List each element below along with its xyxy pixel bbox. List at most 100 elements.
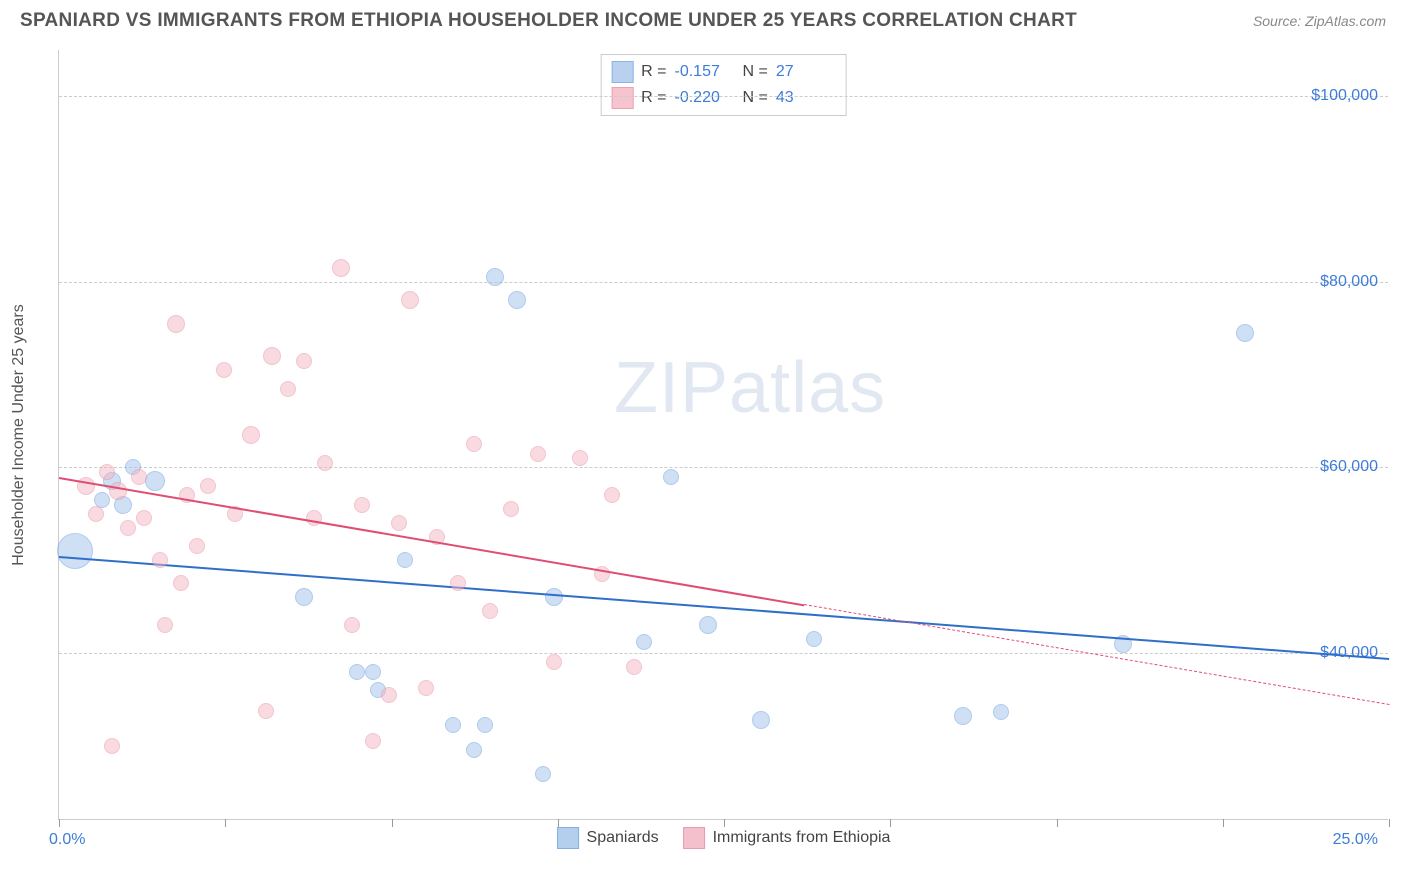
scatter-point-spaniards: [752, 711, 770, 729]
scatter-point-ethiopia: [332, 259, 350, 277]
scatter-point-ethiopia: [482, 603, 498, 619]
x-tick: [558, 819, 559, 827]
scatter-point-ethiopia: [391, 515, 407, 531]
y-tick-label: $80,000: [1320, 273, 1378, 291]
scatter-point-spaniards: [145, 471, 165, 491]
legend-item-ethiopia: Immigrants from Ethiopia: [683, 827, 891, 849]
n-value: 27: [776, 63, 836, 81]
y-tick-label: $100,000: [1311, 87, 1378, 105]
scatter-point-ethiopia: [189, 538, 205, 554]
scatter-point-ethiopia: [450, 575, 466, 591]
scatter-point-ethiopia: [344, 617, 360, 633]
scatter-point-ethiopia: [466, 436, 482, 452]
scatter-point-ethiopia: [152, 552, 168, 568]
y-axis-title: Householder Income Under 25 years: [10, 304, 28, 565]
series-legend: Spaniards Immigrants from Ethiopia: [557, 827, 891, 849]
scatter-point-ethiopia: [572, 450, 588, 466]
scatter-point-ethiopia: [167, 315, 185, 333]
scatter-point-spaniards: [466, 742, 482, 758]
chart-plot-area: ZIPatlas Householder Income Under 25 yea…: [58, 50, 1388, 820]
scatter-point-ethiopia: [546, 654, 562, 670]
legend-row-ethiopia: R = -0.220 N = 43: [611, 85, 836, 111]
scatter-point-spaniards: [636, 634, 652, 650]
scatter-point-ethiopia: [354, 497, 370, 513]
x-tick: [392, 819, 393, 827]
scatter-point-spaniards: [397, 552, 413, 568]
scatter-point-ethiopia: [120, 520, 136, 536]
scatter-point-ethiopia: [99, 464, 115, 480]
x-tick: [1057, 819, 1058, 827]
scatter-point-ethiopia: [258, 703, 274, 719]
scatter-point-ethiopia: [131, 469, 147, 485]
n-label: N =: [743, 63, 768, 81]
legend-swatch-icon: [611, 61, 633, 83]
trend-line-ethiopia: [804, 604, 1389, 705]
grid-line: [59, 467, 1388, 468]
scatter-point-ethiopia: [242, 426, 260, 444]
scatter-point-spaniards: [954, 707, 972, 725]
r-value: -0.157: [675, 63, 735, 81]
scatter-point-spaniards: [993, 704, 1009, 720]
legend-swatch-icon: [683, 827, 705, 849]
scatter-point-ethiopia: [418, 680, 434, 696]
legend-label: Spaniards: [587, 829, 659, 847]
r-label: R =: [641, 89, 666, 107]
chart-title: SPANIARD VS IMMIGRANTS FROM ETHIOPIA HOU…: [20, 10, 1077, 32]
r-value: -0.220: [675, 89, 735, 107]
scatter-point-spaniards: [699, 616, 717, 634]
scatter-point-ethiopia: [200, 478, 216, 494]
legend-row-spaniards: R = -0.157 N = 27: [611, 59, 836, 85]
x-tick: [1389, 819, 1390, 827]
scatter-point-ethiopia: [157, 617, 173, 633]
scatter-point-spaniards: [663, 469, 679, 485]
r-label: R =: [641, 63, 666, 81]
legend-item-spaniards: Spaniards: [557, 827, 659, 849]
grid-line: [59, 282, 1388, 283]
source-label: Source: ZipAtlas.com: [1253, 13, 1386, 29]
scatter-point-ethiopia: [381, 687, 397, 703]
scatter-point-ethiopia: [88, 506, 104, 522]
scatter-point-ethiopia: [173, 575, 189, 591]
scatter-point-spaniards: [477, 717, 493, 733]
x-tick: [724, 819, 725, 827]
trend-line-spaniards: [59, 556, 1389, 660]
scatter-point-ethiopia: [109, 482, 127, 500]
scatter-point-spaniards: [545, 588, 563, 606]
x-tick: [1223, 819, 1224, 827]
x-axis-min-label: 0.0%: [49, 831, 85, 849]
scatter-point-spaniards: [57, 533, 93, 569]
scatter-point-ethiopia: [604, 487, 620, 503]
watermark: ZIPatlas: [614, 347, 886, 429]
scatter-point-ethiopia: [104, 738, 120, 754]
correlation-legend: R = -0.157 N = 27 R = -0.220 N = 43: [600, 54, 847, 116]
scatter-point-spaniards: [535, 766, 551, 782]
scatter-point-spaniards: [486, 268, 504, 286]
x-tick: [59, 819, 60, 827]
n-value: 43: [776, 89, 836, 107]
scatter-point-ethiopia: [280, 381, 296, 397]
scatter-point-ethiopia: [365, 733, 381, 749]
n-label: N =: [743, 89, 768, 107]
x-tick: [890, 819, 891, 827]
legend-swatch-icon: [557, 827, 579, 849]
scatter-point-spaniards: [349, 664, 365, 680]
legend-swatch-icon: [611, 87, 633, 109]
x-axis-max-label: 25.0%: [1333, 831, 1378, 849]
grid-line: [59, 96, 1388, 97]
scatter-point-spaniards: [508, 291, 526, 309]
scatter-point-ethiopia: [136, 510, 152, 526]
scatter-point-ethiopia: [530, 446, 546, 462]
scatter-point-ethiopia: [296, 353, 312, 369]
scatter-point-ethiopia: [401, 291, 419, 309]
legend-label: Immigrants from Ethiopia: [713, 829, 891, 847]
scatter-point-ethiopia: [317, 455, 333, 471]
scatter-point-spaniards: [295, 588, 313, 606]
scatter-point-ethiopia: [263, 347, 281, 365]
scatter-point-spaniards: [365, 664, 381, 680]
title-bar: SPANIARD VS IMMIGRANTS FROM ETHIOPIA HOU…: [0, 0, 1406, 40]
scatter-point-ethiopia: [503, 501, 519, 517]
scatter-point-spaniards: [806, 631, 822, 647]
x-tick: [225, 819, 226, 827]
scatter-point-ethiopia: [626, 659, 642, 675]
scatter-point-ethiopia: [216, 362, 232, 378]
